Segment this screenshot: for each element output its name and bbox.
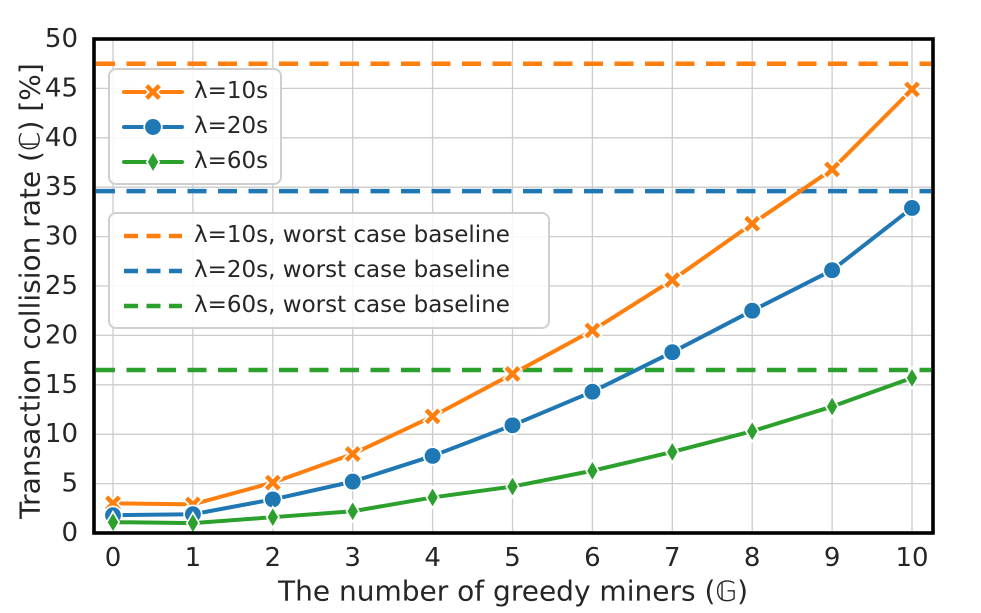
y-tick-label: 0 bbox=[61, 518, 78, 548]
legend-item-label: λ=10s bbox=[194, 78, 269, 104]
x-tick-label: 9 bbox=[824, 543, 841, 573]
y-tick-label: 15 bbox=[45, 370, 78, 400]
x-tick-label: 5 bbox=[504, 543, 521, 573]
x-tick-label: 2 bbox=[265, 543, 282, 573]
solid-line-x-marker-icon bbox=[122, 81, 184, 102]
x-axis-label: The number of greedy miners (𝔾) bbox=[278, 574, 748, 608]
x-tick-label: 3 bbox=[344, 543, 361, 573]
axes-spines bbox=[92, 37, 935, 535]
y-axis-label: Transaction collision rate (ℂ) [%] bbox=[13, 63, 47, 519]
y-tick-label: 25 bbox=[45, 271, 78, 301]
legend-item-lambda-10s: λ=10s bbox=[122, 79, 270, 105]
series-λ=60s bbox=[105, 365, 920, 536]
y-tick-label: 5 bbox=[61, 469, 78, 499]
x-tick-label: 8 bbox=[744, 543, 761, 573]
dashed-line-icon bbox=[124, 303, 182, 308]
legend-item-baseline-20s: λ=20s, worst case baseline bbox=[122, 258, 538, 284]
legend-item-label: λ=10s, worst case baseline bbox=[194, 222, 510, 248]
x-tick-label: 7 bbox=[664, 543, 681, 573]
dashed-line-icon bbox=[124, 268, 182, 273]
x-tick-label: 10 bbox=[895, 543, 928, 573]
legend-series: λ=10s λ=20s λ=60s bbox=[108, 68, 282, 185]
legend-baselines: λ=10s, worst case baseline λ=20s, worst … bbox=[108, 212, 550, 329]
y-tick-label: 50 bbox=[45, 24, 78, 54]
legend-item-label: λ=20s bbox=[194, 113, 269, 139]
solid-line-diamond-marker-icon bbox=[122, 149, 184, 174]
y-tick-label: 35 bbox=[45, 172, 78, 202]
legend-item-lambda-60s: λ=60s bbox=[122, 149, 270, 175]
worst-case-baselines bbox=[96, 61, 931, 373]
legend-item-label: λ=20s, worst case baseline bbox=[194, 257, 510, 283]
y-tick-label: 40 bbox=[45, 123, 78, 153]
legend-item-lambda-20s: λ=20s bbox=[122, 114, 270, 140]
series-λ=10s bbox=[102, 79, 923, 515]
dashed-line-icon bbox=[124, 233, 182, 238]
y-tick-label: 30 bbox=[45, 222, 78, 252]
legend-item-label: λ=60s bbox=[194, 148, 269, 174]
x-tick-label: 6 bbox=[584, 543, 601, 573]
x-tick-label: 0 bbox=[105, 543, 122, 573]
y-tick-label: 45 bbox=[45, 73, 78, 103]
legend-item-baseline-10s: λ=10s, worst case baseline bbox=[122, 223, 538, 249]
x-tick-label: 4 bbox=[424, 543, 441, 573]
x-tick-label: 1 bbox=[185, 543, 202, 573]
legend-item-baseline-60s: λ=60s, worst case baseline bbox=[122, 293, 538, 319]
y-tick-label: 20 bbox=[45, 320, 78, 350]
solid-line-circle-marker-icon bbox=[122, 116, 184, 137]
legend-item-label: λ=60s, worst case baseline bbox=[194, 292, 510, 318]
y-tick-label: 10 bbox=[45, 419, 78, 449]
